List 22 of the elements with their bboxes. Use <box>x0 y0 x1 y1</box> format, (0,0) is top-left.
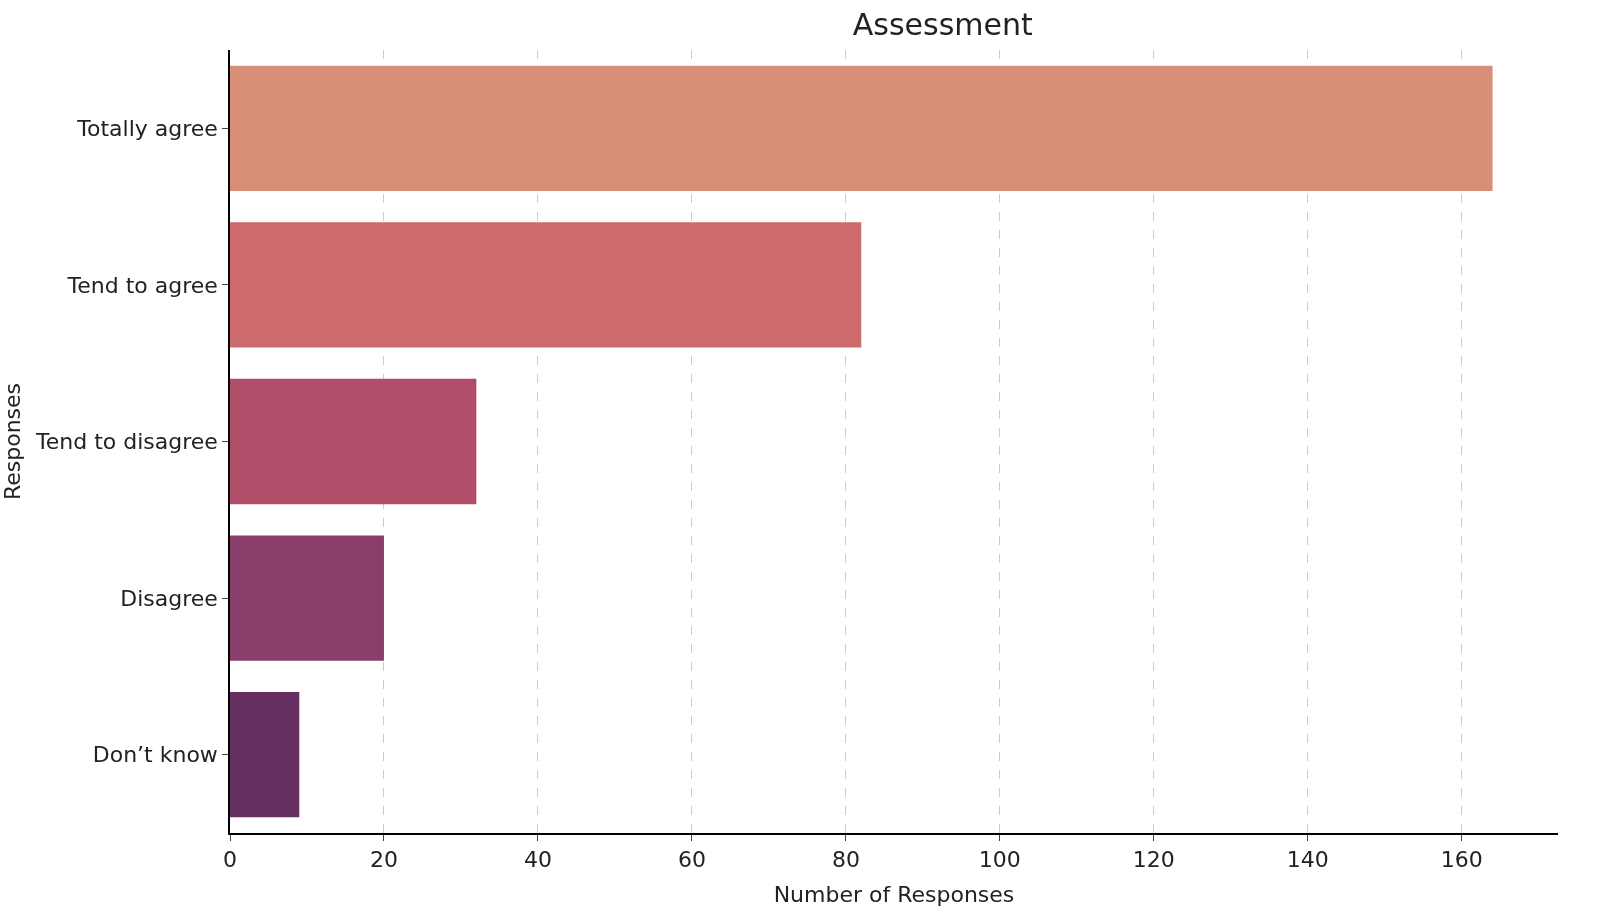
x-tick-label: 60 <box>677 847 706 873</box>
x-tick-label: 80 <box>831 847 860 873</box>
x-tick-label: 100 <box>978 847 1021 873</box>
bar <box>230 535 384 661</box>
bar <box>230 692 300 818</box>
x-tick-label: 140 <box>1286 847 1329 873</box>
x-tick-label: 40 <box>523 847 552 873</box>
chart-title: Assessment <box>852 6 1034 42</box>
bar <box>230 65 1493 191</box>
y-tick-label: Tend to disagree <box>35 429 218 455</box>
y-tick-label: Totally agree <box>76 116 218 141</box>
y-axis-title: Responses <box>0 382 26 501</box>
y-tick-label: Disagree <box>120 585 218 611</box>
x-axis-title: Number of Responses <box>773 881 1015 907</box>
y-tick-label: Don’t know <box>92 742 218 768</box>
x-tick-label: 120 <box>1132 847 1175 873</box>
x-tick-label: 160 <box>1440 847 1483 873</box>
x-tick-label: 20 <box>369 847 398 873</box>
y-tick-label: Tend to agree <box>66 272 218 298</box>
bar <box>230 378 477 505</box>
x-tick-label: 0 <box>223 847 237 873</box>
bar <box>230 222 862 348</box>
